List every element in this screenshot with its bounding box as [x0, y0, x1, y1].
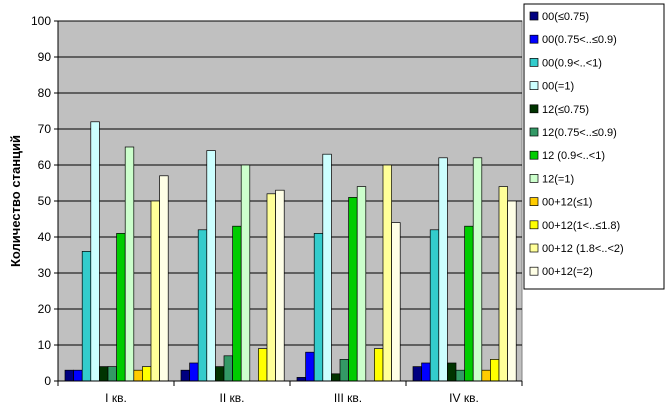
bar	[99, 366, 109, 382]
legend-label: 00+12(≤1)	[542, 197, 592, 209]
legend-swatch	[529, 104, 539, 114]
y-axis-ticks: 0 10 20 30 40 50 60 70 80 90 100	[31, 14, 58, 388]
legend-label: 12(=1)	[542, 173, 574, 185]
y-tick-label: 60	[38, 158, 52, 172]
bars	[64, 121, 517, 382]
y-tick-label: 100	[31, 14, 51, 28]
bar	[150, 200, 160, 382]
legend-swatch	[529, 197, 539, 206]
bar	[142, 366, 152, 382]
bar	[421, 362, 431, 382]
bar	[266, 193, 276, 382]
bar	[215, 366, 225, 382]
bar	[258, 348, 268, 382]
legend-label: 12 (0.9<..<1)	[542, 150, 605, 162]
y-tick-label: 0	[44, 374, 51, 388]
x-tick-label: I кв.	[105, 391, 127, 405]
bar	[322, 153, 332, 382]
legend-swatch	[529, 34, 539, 44]
legend-swatch	[529, 127, 539, 137]
bar	[331, 373, 341, 382]
bar	[490, 359, 500, 382]
legend-label: 00(0.9<..<1)	[542, 57, 602, 69]
bar	[223, 355, 233, 382]
y-axis-label: Количество станций	[8, 135, 23, 267]
bar	[472, 157, 483, 382]
bar	[81, 251, 92, 382]
bar	[197, 229, 208, 382]
bar	[159, 175, 169, 382]
legend-label: 00(0.75<..≤0.9)	[542, 34, 617, 46]
x-tick-label: II кв.	[220, 391, 245, 405]
bar	[116, 233, 126, 382]
legend-swatch	[529, 11, 539, 21]
legend-swatch	[529, 266, 539, 276]
legend-box	[523, 3, 665, 290]
x-axis-ticks: I кв. II кв. III кв. IV кв.	[57, 381, 523, 405]
bar	[90, 121, 100, 382]
bar	[455, 369, 465, 382]
legend-label: 12(≤0.75)	[542, 104, 589, 116]
bar	[313, 233, 324, 382]
bar	[275, 189, 285, 382]
x-tick-label: IV кв.	[449, 391, 479, 405]
bar	[464, 225, 474, 382]
y-tick-label: 10	[38, 338, 52, 352]
legend-swatch	[529, 220, 539, 230]
legend-swatch	[529, 150, 539, 160]
y-tick-label: 20	[38, 302, 52, 316]
legend-swatch	[529, 58, 539, 67]
bar	[206, 150, 216, 382]
bar	[391, 222, 401, 382]
bar	[296, 377, 306, 382]
bar	[240, 164, 251, 382]
x-tick-label: III кв.	[334, 391, 362, 405]
bar	[64, 369, 74, 382]
legend-label: 00(=1)	[542, 81, 574, 93]
y-tick-label: 70	[38, 122, 52, 136]
y-tick-label: 40	[38, 230, 52, 244]
bar	[73, 369, 83, 382]
bar	[180, 369, 190, 382]
bar	[305, 351, 315, 382]
legend-swatch	[529, 243, 539, 253]
bar	[374, 348, 384, 382]
bar	[438, 157, 448, 382]
legend: 00(≤0.75) 00(0.75<..≤0.9) 00(0.9<..<1) 00(=…	[529, 11, 624, 278]
bar	[507, 200, 517, 382]
bar	[481, 369, 491, 382]
legend-label: 00+12 (1.8<..<2)	[542, 243, 624, 255]
bar	[348, 197, 358, 382]
bar	[107, 366, 117, 382]
legend-label: 00+12(=2)	[542, 266, 593, 278]
bar	[429, 229, 440, 382]
legend-swatch	[529, 81, 539, 90]
bar	[189, 362, 199, 382]
y-tick-label: 30	[38, 266, 52, 280]
legend-label: 00(≤0.75)	[542, 11, 589, 23]
legend-swatch	[529, 174, 539, 183]
y-tick-label: 80	[38, 86, 52, 100]
bar	[498, 186, 508, 382]
legend-label: 00+12(1<..≤1.8)	[542, 220, 620, 232]
bar	[382, 164, 392, 382]
y-tick-label: 50	[38, 194, 52, 208]
bar	[412, 366, 422, 382]
bar	[356, 186, 367, 382]
bar	[447, 362, 457, 382]
legend-label: 12(0.75<..≤0.9)	[542, 127, 617, 139]
bar	[232, 225, 242, 382]
bar	[339, 359, 349, 382]
y-tick-label: 90	[38, 50, 52, 64]
bar	[124, 146, 135, 382]
bar	[133, 369, 143, 382]
